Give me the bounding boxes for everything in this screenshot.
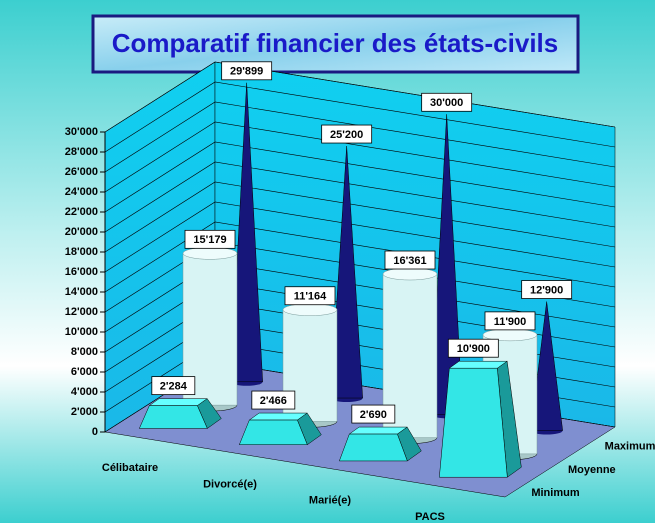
x-tick-label: Célibataire <box>102 462 158 474</box>
x-tick-label: PACS <box>415 511 445 523</box>
pyramid-top <box>448 360 508 369</box>
grid-line <box>104 61 616 133</box>
pyramid <box>138 405 208 429</box>
pyramid-top <box>348 426 408 435</box>
y-tick-label: 0 <box>92 426 98 438</box>
y-tick-label: 14'000 <box>65 286 98 298</box>
value-label-box <box>221 61 273 81</box>
cone <box>330 146 363 399</box>
series-label: Minimum <box>531 487 579 499</box>
y-tick-label: 28'000 <box>65 146 98 158</box>
y-tick-label: 24'000 <box>65 186 98 198</box>
value-label-box <box>421 92 473 112</box>
grid-line <box>104 121 616 193</box>
value-label: 2'284 <box>160 381 188 393</box>
pyramid-top <box>248 412 308 421</box>
y-tick-label: 8'000 <box>71 346 98 358</box>
title-box <box>91 14 580 74</box>
y-tick-label: 26'000 <box>65 166 98 178</box>
value-label-box <box>284 286 336 306</box>
value-label: 16'361 <box>393 255 426 267</box>
y-tick-label: 2'000 <box>71 406 98 418</box>
series-label: Maximum <box>605 441 655 453</box>
chart-title: Comparatif financier des états-civils <box>112 28 558 58</box>
value-label: 10'900 <box>457 343 490 355</box>
y-tick-label: 6'000 <box>71 366 98 378</box>
pyramid <box>439 367 508 478</box>
pyramid-top <box>148 398 208 406</box>
y-tick-label: 12'000 <box>65 306 98 318</box>
cylinder-top <box>182 247 238 260</box>
y-tick-label: 22'000 <box>65 206 98 218</box>
value-label: 29'899 <box>230 66 263 78</box>
value-label: 30'000 <box>430 97 463 109</box>
value-label-box <box>447 338 499 358</box>
value-label-box <box>251 390 296 410</box>
y-tick-label: 10'000 <box>65 326 98 338</box>
value-label-box <box>384 250 436 270</box>
value-label-box <box>184 229 236 249</box>
pyramid <box>238 419 308 445</box>
grid-line <box>104 201 616 273</box>
cylinder-top <box>382 267 438 281</box>
y-tick-label: 30'000 <box>65 126 98 138</box>
series-label: Moyenne <box>568 464 616 476</box>
grid-line <box>104 181 616 253</box>
grid-line <box>104 161 616 233</box>
value-label-box <box>521 280 573 299</box>
pyramid <box>338 433 408 462</box>
value-label: 25'200 <box>330 129 363 141</box>
x-tick-label: Divorcé(e) <box>203 478 257 490</box>
grid-line <box>104 221 616 293</box>
grid-line <box>104 141 616 213</box>
value-label: 12'900 <box>530 284 563 296</box>
value-label-box <box>151 376 196 396</box>
grid-line <box>104 101 616 173</box>
value-label-box <box>484 311 536 331</box>
plot: 0 2'000 4'000 6'000 8'000 10'000 12'000 14'000 1… <box>65 61 655 523</box>
x-tick-label: Marié(e) <box>309 495 352 507</box>
value-label: 15'179 <box>193 234 226 246</box>
value-label: 2'690 <box>360 409 387 421</box>
cone <box>230 82 263 383</box>
value-label: 11'164 <box>294 291 327 303</box>
value-label-box <box>321 124 373 144</box>
y-tick-label: 16'000 <box>65 266 98 278</box>
y-tick-label: 20'000 <box>65 226 98 238</box>
cone <box>530 301 563 431</box>
cylinder-top <box>282 303 338 316</box>
y-tick-label: 18'000 <box>65 246 98 258</box>
value-label-box <box>351 404 396 424</box>
y-tick-label: 4'000 <box>71 386 98 398</box>
grid-line <box>104 81 616 153</box>
value-label: 2'466 <box>260 395 287 407</box>
value-label: 11'900 <box>494 316 527 328</box>
